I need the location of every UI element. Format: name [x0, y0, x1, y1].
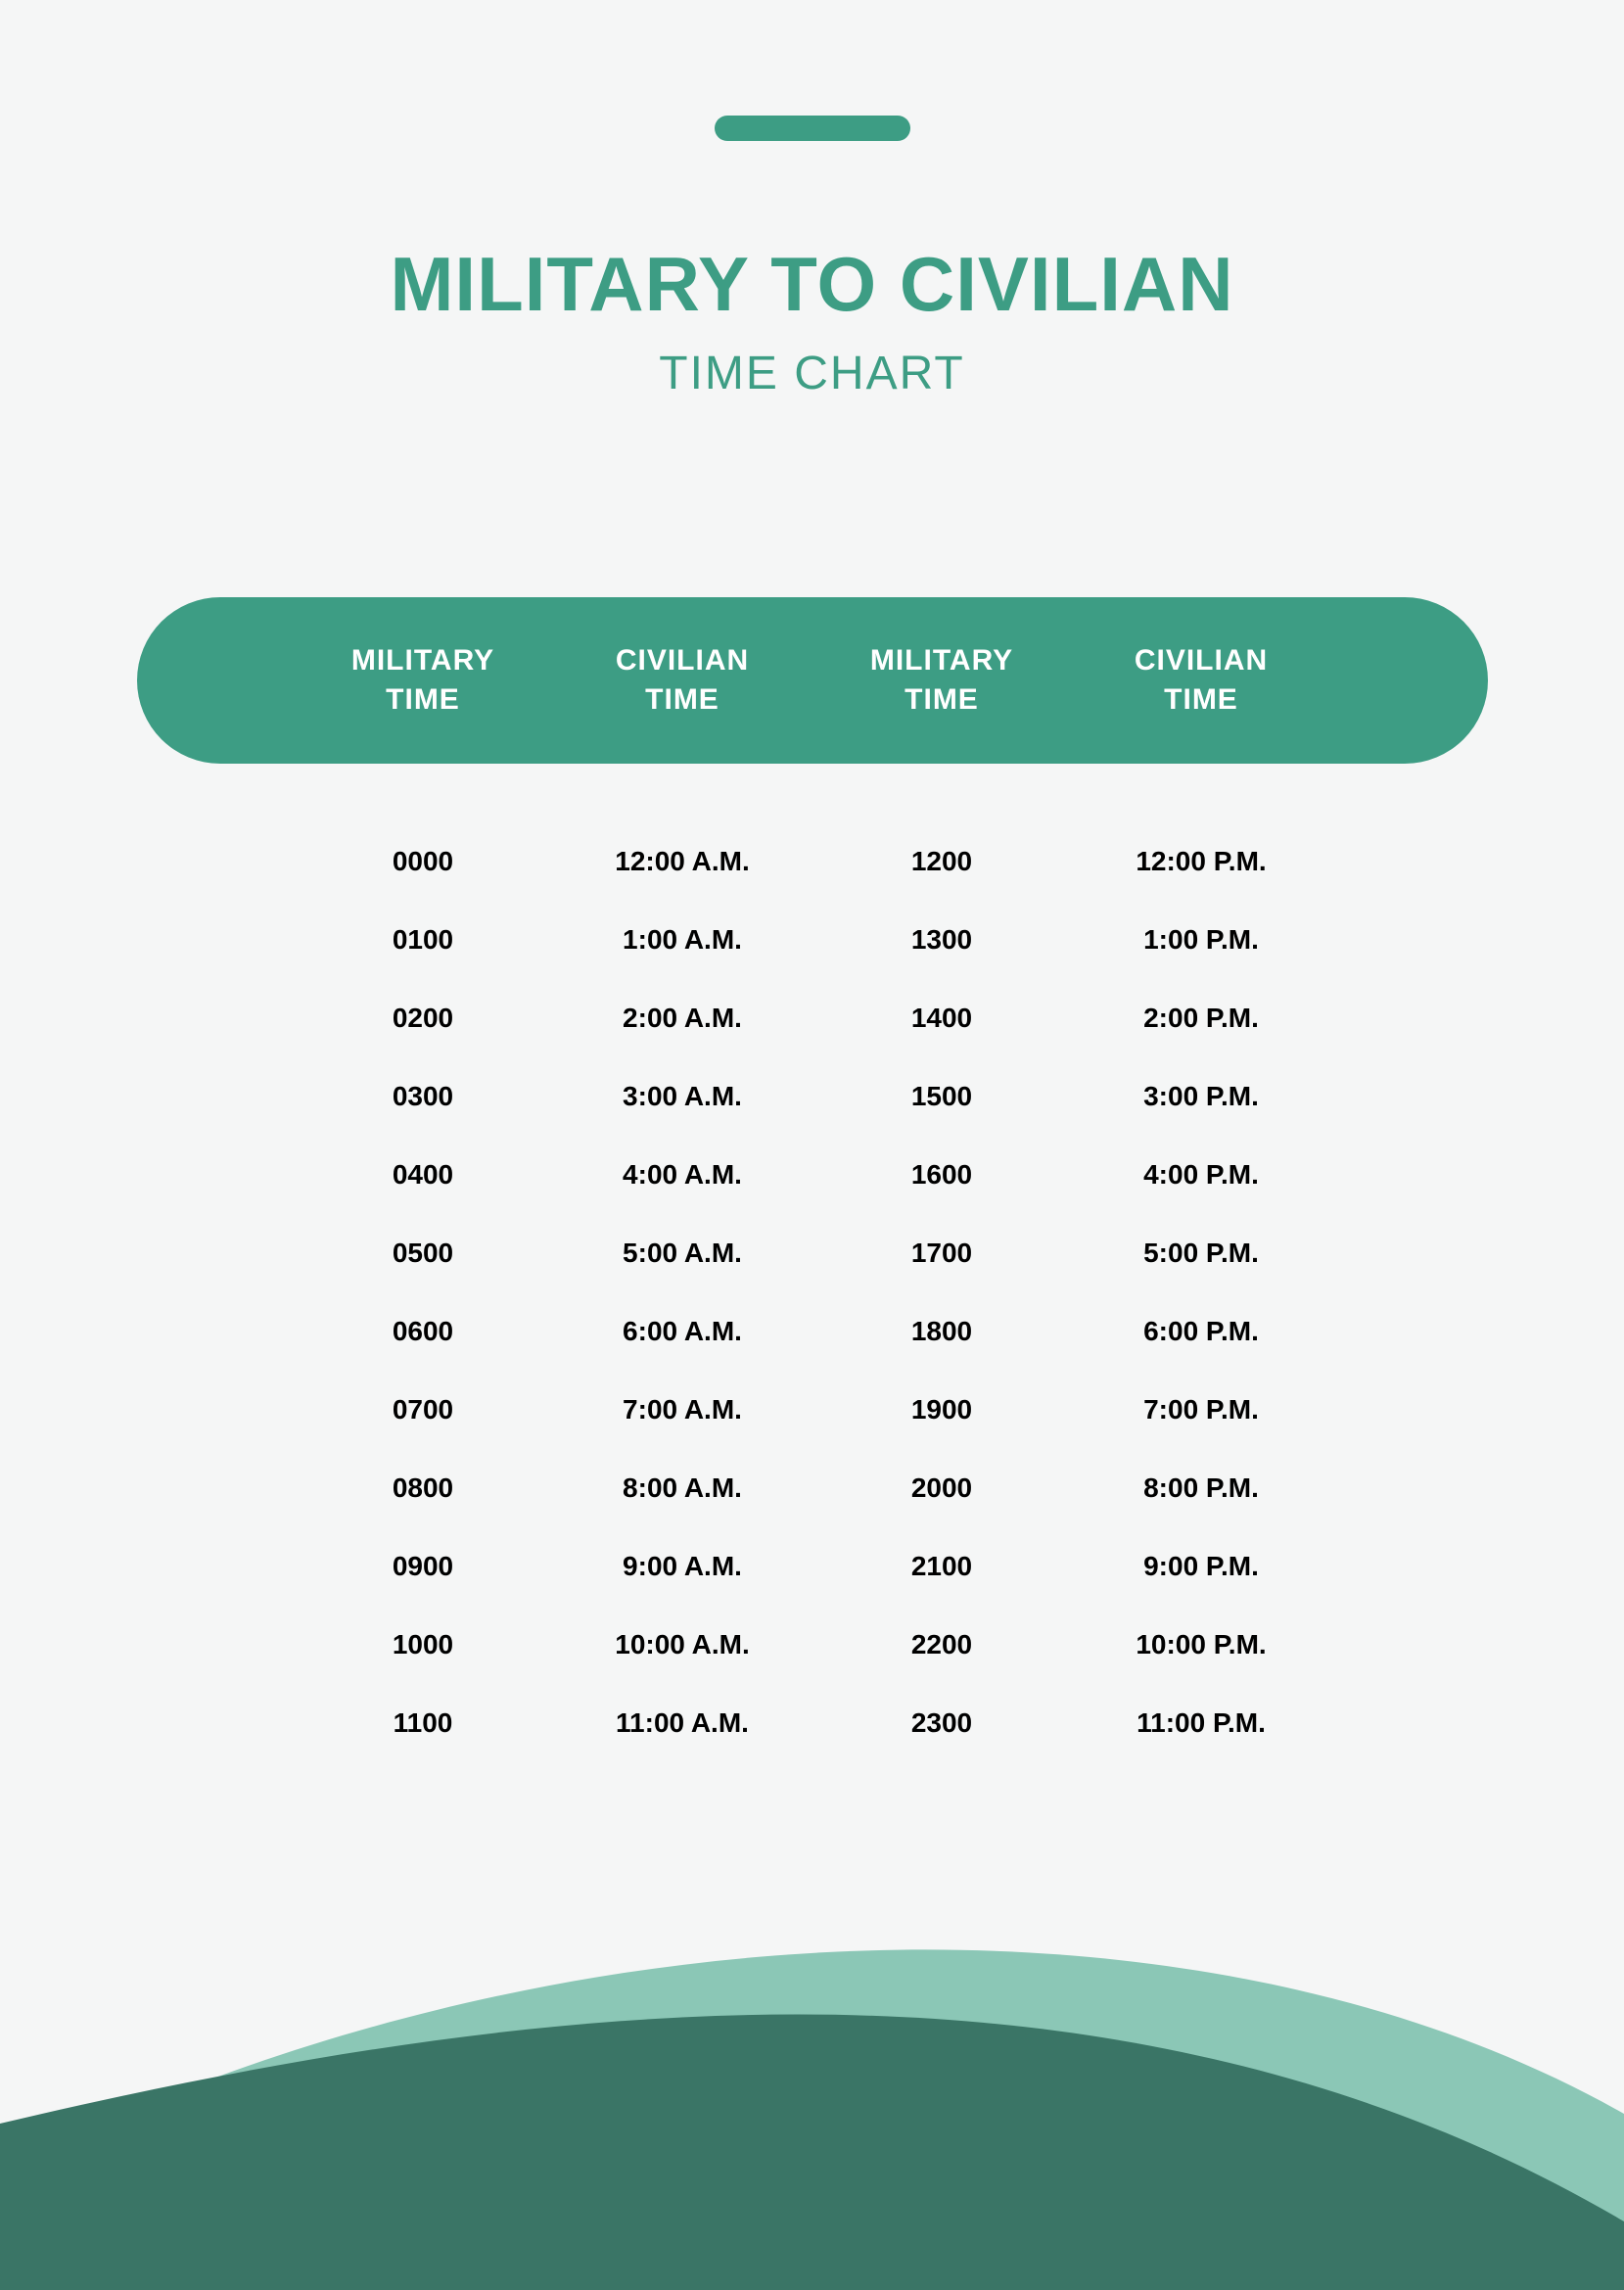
table-cell: 11:00 A.M. [553, 1684, 812, 1762]
table-cell: 0700 [294, 1371, 553, 1449]
table-cell: 5:00 P.M. [1072, 1214, 1331, 1292]
table-row: 03003:00 A.M.15003:00 P.M. [294, 1057, 1331, 1136]
table-cell: 2:00 A.M. [553, 979, 812, 1057]
table-cell: 9:00 A.M. [553, 1527, 812, 1606]
table-cell: 2200 [812, 1606, 1072, 1684]
table-row: 000012:00 A.M.120012:00 P.M. [294, 822, 1331, 901]
table-cell: 1:00 P.M. [1072, 901, 1331, 979]
column-header-civilian-2: CIVILIAN TIME [1072, 641, 1331, 721]
column-header-label: MILITARY [812, 641, 1072, 681]
table-cell: 1500 [812, 1057, 1072, 1136]
table-row: 110011:00 A.M.230011:00 P.M. [294, 1684, 1331, 1762]
swoosh-dark-icon [0, 1800, 1624, 2290]
table-cell: 0200 [294, 979, 553, 1057]
table-cell: 1100 [294, 1684, 553, 1762]
table-row: 09009:00 A.M.21009:00 P.M. [294, 1527, 1331, 1606]
table-row: 07007:00 A.M.19007:00 P.M. [294, 1371, 1331, 1449]
column-header-label: MILITARY [294, 641, 553, 681]
title-sub: TIME CHART [0, 347, 1624, 400]
table-cell: 7:00 P.M. [1072, 1371, 1331, 1449]
table-cell: 5:00 A.M. [553, 1214, 812, 1292]
table-cell: 1900 [812, 1371, 1072, 1449]
table-row: 06006:00 A.M.18006:00 P.M. [294, 1292, 1331, 1371]
table-cell: 1600 [812, 1136, 1072, 1214]
table-cell: 4:00 A.M. [553, 1136, 812, 1214]
table-cell: 0300 [294, 1057, 553, 1136]
table-header-pill: MILITARY TIME CIVILIAN TIME MILITARY TIM… [137, 597, 1488, 764]
table-cell: 7:00 A.M. [553, 1371, 812, 1449]
table-cell: 2000 [812, 1449, 1072, 1527]
column-header-label: TIME [294, 680, 553, 721]
table-cell: 0900 [294, 1527, 553, 1606]
table-cell: 2:00 P.M. [1072, 979, 1331, 1057]
table-cell: 4:00 P.M. [1072, 1136, 1331, 1214]
table-cell: 11:00 P.M. [1072, 1684, 1331, 1762]
table-cell: 0100 [294, 901, 553, 979]
table-cell: 0600 [294, 1292, 553, 1371]
table-cell: 0400 [294, 1136, 553, 1214]
column-header-label: TIME [553, 680, 812, 721]
table-cell: 1000 [294, 1606, 553, 1684]
column-header-civilian-1: CIVILIAN TIME [553, 641, 812, 721]
table-cell: 8:00 P.M. [1072, 1449, 1331, 1527]
table-cell: 2300 [812, 1684, 1072, 1762]
table-row: 04004:00 A.M.16004:00 P.M. [294, 1136, 1331, 1214]
table-cell: 10:00 A.M. [553, 1606, 812, 1684]
table-cell: 1:00 A.M. [553, 901, 812, 979]
title-main: MILITARY TO CIVILIAN [0, 240, 1624, 329]
table-cell: 1800 [812, 1292, 1072, 1371]
table-cell: 3:00 A.M. [553, 1057, 812, 1136]
table-row: 01001:00 A.M.13001:00 P.M. [294, 901, 1331, 979]
table-cell: 0000 [294, 822, 553, 901]
table-cell: 1700 [812, 1214, 1072, 1292]
column-header-label: CIVILIAN [1072, 641, 1331, 681]
table-cell: 1300 [812, 901, 1072, 979]
table-cell: 1200 [812, 822, 1072, 901]
table-row: 08008:00 A.M.20008:00 P.M. [294, 1449, 1331, 1527]
table-cell: 9:00 P.M. [1072, 1527, 1331, 1606]
column-header-military-1: MILITARY TIME [294, 641, 553, 721]
table-cell: 0800 [294, 1449, 553, 1527]
page: MILITARY TO CIVILIAN TIME CHART MILITARY… [0, 0, 1624, 2290]
table-row: 100010:00 A.M.220010:00 P.M. [294, 1606, 1331, 1684]
table-row: 05005:00 A.M.17005:00 P.M. [294, 1214, 1331, 1292]
column-header-label: CIVILIAN [553, 641, 812, 681]
swoosh-light-icon [0, 1800, 1624, 2290]
table-header-inner: MILITARY TIME CIVILIAN TIME MILITARY TIM… [294, 641, 1331, 721]
table-row: 02002:00 A.M.14002:00 P.M. [294, 979, 1331, 1057]
table-body: 000012:00 A.M.120012:00 P.M.01001:00 A.M… [294, 822, 1331, 1762]
title-block: MILITARY TO CIVILIAN TIME CHART [0, 240, 1624, 400]
table-cell: 3:00 P.M. [1072, 1057, 1331, 1136]
table-cell: 12:00 A.M. [553, 822, 812, 901]
table-cell: 1400 [812, 979, 1072, 1057]
column-header-label: TIME [1072, 680, 1331, 721]
table-cell: 0500 [294, 1214, 553, 1292]
table-cell: 10:00 P.M. [1072, 1606, 1331, 1684]
table-cell: 8:00 A.M. [553, 1449, 812, 1527]
table-cell: 6:00 A.M. [553, 1292, 812, 1371]
top-accent-pill [715, 116, 910, 141]
table-cell: 2100 [812, 1527, 1072, 1606]
column-header-military-2: MILITARY TIME [812, 641, 1072, 721]
table-cell: 12:00 P.M. [1072, 822, 1331, 901]
table-cell: 6:00 P.M. [1072, 1292, 1331, 1371]
column-header-label: TIME [812, 680, 1072, 721]
